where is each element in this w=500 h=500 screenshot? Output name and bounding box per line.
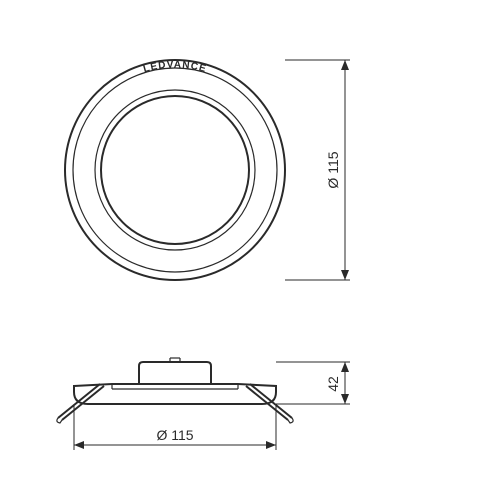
dim-bottom-diameter-label: Ø 115 <box>156 427 193 443</box>
dim-side-height: 42 <box>325 362 349 404</box>
dim-top-diameter: Ø 115 <box>325 60 349 280</box>
rim-outer <box>73 68 277 272</box>
dim-bottom-diameter: Ø 115 <box>74 427 276 449</box>
dim-side-height-label: 42 <box>325 376 341 392</box>
side-view <box>57 358 293 423</box>
outer-bezel <box>65 60 285 280</box>
technical-drawing: LEDVANCE Ø 115 <box>0 0 500 500</box>
housing-barrel <box>139 362 211 384</box>
aperture <box>101 96 249 244</box>
dim-top-diameter-label: Ø 115 <box>325 151 341 188</box>
rim-inner <box>95 90 255 250</box>
top-view: LEDVANCE <box>65 59 285 280</box>
